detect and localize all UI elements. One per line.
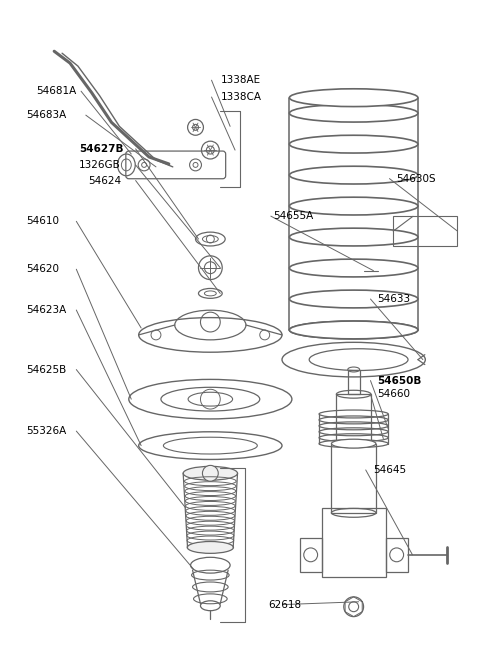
Ellipse shape bbox=[187, 542, 233, 553]
Bar bbox=[386, 538, 408, 572]
Ellipse shape bbox=[289, 89, 418, 107]
Text: 54620: 54620 bbox=[26, 264, 60, 274]
Text: 1338CA: 1338CA bbox=[221, 92, 262, 102]
Text: 54610: 54610 bbox=[26, 216, 60, 227]
Text: 54630S: 54630S bbox=[396, 174, 436, 183]
Ellipse shape bbox=[183, 466, 238, 480]
Circle shape bbox=[203, 466, 218, 481]
Text: 62618: 62618 bbox=[268, 599, 301, 610]
Text: 1338AE: 1338AE bbox=[221, 75, 261, 85]
Bar bbox=[393, 216, 457, 246]
Ellipse shape bbox=[289, 321, 418, 339]
Text: 54627B: 54627B bbox=[79, 144, 123, 154]
Text: 54660: 54660 bbox=[378, 389, 410, 399]
Ellipse shape bbox=[331, 440, 376, 448]
Bar bbox=[348, 369, 360, 394]
Text: 54624: 54624 bbox=[88, 176, 121, 185]
Bar bbox=[331, 443, 376, 513]
Bar bbox=[300, 538, 322, 572]
Text: 1326GB: 1326GB bbox=[79, 160, 120, 170]
Bar bbox=[336, 394, 371, 443]
Text: 54633: 54633 bbox=[378, 294, 411, 304]
Text: 54650B: 54650B bbox=[378, 375, 422, 386]
Text: 54625B: 54625B bbox=[26, 365, 67, 375]
Text: 54623A: 54623A bbox=[26, 305, 67, 315]
Bar bbox=[322, 508, 386, 577]
Text: 54645: 54645 bbox=[373, 465, 406, 475]
Text: 54655A: 54655A bbox=[273, 211, 313, 221]
Text: 54683A: 54683A bbox=[26, 110, 67, 120]
Text: 54681A: 54681A bbox=[36, 86, 76, 96]
Text: 55326A: 55326A bbox=[26, 426, 67, 436]
